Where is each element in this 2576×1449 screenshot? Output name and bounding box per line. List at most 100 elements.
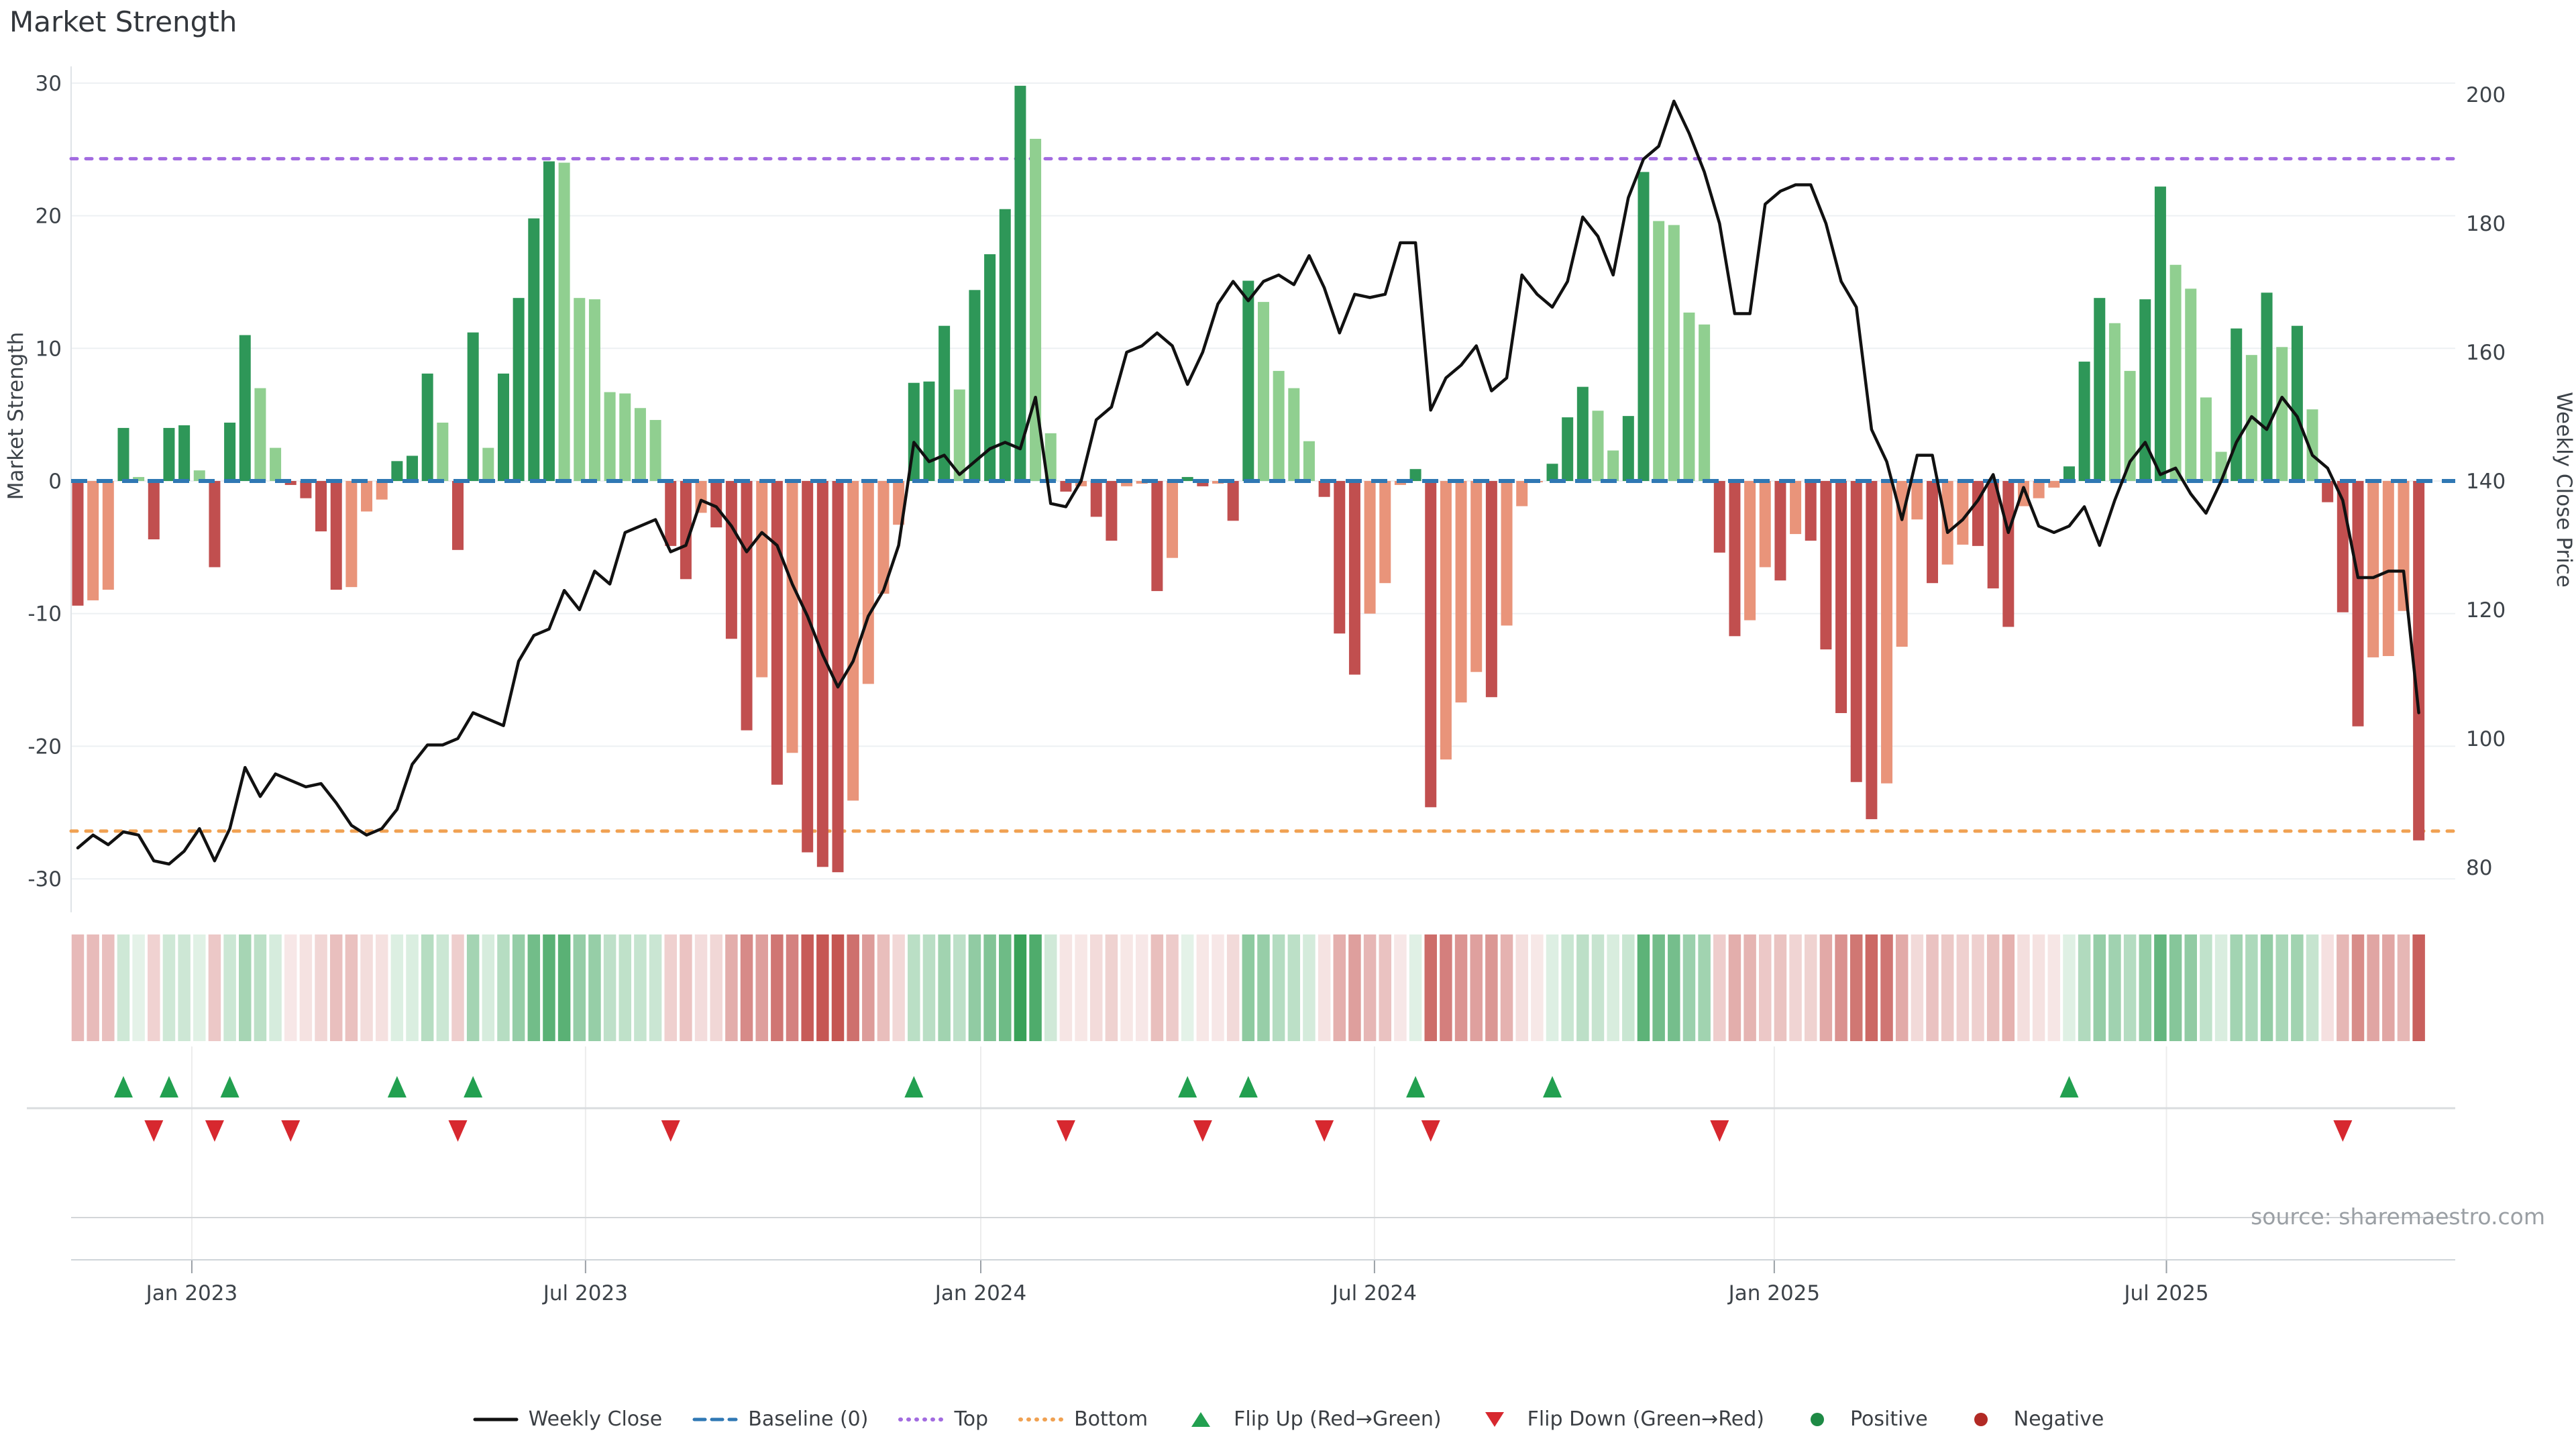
flip-up-marker bbox=[1406, 1076, 1426, 1097]
strength-bar bbox=[315, 481, 327, 532]
x-axis-tick: Jul 2024 bbox=[1331, 1281, 1417, 1305]
heatmap-cell bbox=[284, 934, 297, 1041]
strength-bar bbox=[1546, 464, 1558, 481]
heatmap-cell bbox=[208, 934, 221, 1041]
strength-bar bbox=[604, 392, 616, 481]
flip-down-marker bbox=[2333, 1120, 2353, 1142]
strength-bar bbox=[133, 477, 145, 481]
heatmap-cell bbox=[1135, 934, 1148, 1041]
heatmap-cell bbox=[1059, 934, 1073, 1041]
strength-bar bbox=[482, 447, 494, 481]
heatmap-cell bbox=[1500, 934, 1513, 1041]
strength-bar bbox=[1957, 481, 1969, 545]
left-axis-tick: 30 bbox=[36, 72, 62, 96]
strength-bar bbox=[1318, 481, 1330, 497]
strength-bar bbox=[665, 481, 677, 546]
strength-bar bbox=[1485, 481, 1497, 698]
heatmap-cell bbox=[1485, 934, 1498, 1041]
strength-bar bbox=[1516, 481, 1528, 506]
strength-bar bbox=[2367, 481, 2379, 657]
legend-item-label: Negative bbox=[2013, 1407, 2104, 1431]
heatmap-cell bbox=[299, 934, 313, 1041]
heatmap-cell bbox=[1440, 934, 1452, 1041]
legend-item[interactable]: Baseline (0) bbox=[692, 1407, 868, 1431]
strength-bar bbox=[2215, 451, 2227, 481]
heatmap-cell bbox=[1409, 934, 1422, 1041]
strength-bar bbox=[1060, 481, 1072, 492]
heatmap-cell bbox=[1166, 934, 1179, 1041]
strength-bar bbox=[117, 427, 129, 481]
heatmap-cell bbox=[1956, 934, 1970, 1041]
heatmap-cell bbox=[1226, 934, 1240, 1041]
strength-bar bbox=[1881, 481, 1893, 784]
strength-bar bbox=[543, 161, 555, 481]
strength-bar bbox=[2078, 362, 2090, 481]
heatmap-cell bbox=[1287, 934, 1301, 1041]
heatmap-cell bbox=[2078, 934, 2091, 1041]
heatmap-cell bbox=[329, 934, 343, 1041]
strength-bar bbox=[847, 481, 859, 801]
flip-down-marker bbox=[1315, 1120, 1334, 1142]
flip-down-marker bbox=[1421, 1120, 1440, 1142]
x-axis-tick: Jan 2023 bbox=[145, 1281, 238, 1305]
right-axis-tick: 160 bbox=[2466, 341, 2506, 365]
heatmap-cell bbox=[2382, 934, 2395, 1041]
legend-item-label: Positive bbox=[1850, 1407, 1928, 1431]
heatmap-cell bbox=[2275, 934, 2288, 1041]
legend-item[interactable]: Weekly Close bbox=[472, 1407, 662, 1431]
flip-up-marker bbox=[464, 1076, 483, 1097]
strength-bar bbox=[756, 481, 768, 678]
heatmap-cell bbox=[1682, 934, 1696, 1041]
weekly-close-line bbox=[76, 99, 2420, 866]
left-axis-tick: -30 bbox=[28, 867, 62, 892]
heatmap-cell bbox=[922, 934, 936, 1041]
legend-item[interactable]: Bottom bbox=[1018, 1407, 1148, 1431]
heatmap-cell bbox=[2032, 934, 2045, 1041]
strength-bar bbox=[802, 481, 814, 853]
legend-item[interactable]: Flip Down (Green→Red) bbox=[1471, 1407, 1764, 1431]
heatmap-cell bbox=[801, 934, 814, 1041]
heatmap-cell bbox=[1926, 934, 1939, 1041]
baseline-dash-icon bbox=[692, 1417, 738, 1421]
heatmap-cell bbox=[1941, 934, 1954, 1041]
legend-item[interactable]: Top bbox=[898, 1407, 988, 1431]
heatmap-cell bbox=[482, 934, 495, 1041]
strength-bar bbox=[588, 299, 600, 481]
heatmap-cell bbox=[1363, 934, 1377, 1041]
legend-item[interactable]: Negative bbox=[1957, 1407, 2104, 1431]
heatmap-cell bbox=[1212, 934, 1224, 1041]
strength-bar bbox=[87, 481, 99, 600]
legend-item-label: Flip Down (Green→Red) bbox=[1527, 1407, 1765, 1431]
heatmap-cell bbox=[543, 934, 555, 1041]
flip-down-marker bbox=[1193, 1120, 1212, 1142]
strength-bar bbox=[528, 218, 540, 481]
heatmap-cell bbox=[1546, 934, 1559, 1041]
legend-item[interactable]: Flip Up (Red→Green) bbox=[1177, 1407, 1442, 1431]
strength-bar bbox=[178, 425, 191, 481]
heatmap-cell bbox=[1986, 934, 2000, 1041]
strength-bar bbox=[1835, 481, 1847, 713]
heatmap-cell bbox=[1607, 934, 1619, 1041]
heatmap-cell bbox=[1257, 934, 1270, 1041]
heatmap-cell bbox=[1972, 934, 1984, 1041]
heatmap-cell bbox=[1029, 934, 1042, 1041]
strength-bar bbox=[1242, 280, 1254, 481]
flip-down-marker bbox=[448, 1120, 468, 1142]
flip-up-marker bbox=[904, 1076, 924, 1097]
strength-bar bbox=[816, 481, 828, 867]
heatmap-cell bbox=[451, 934, 464, 1041]
heatmap-cell bbox=[680, 934, 692, 1041]
strength-bar bbox=[2352, 481, 2364, 727]
strength-bar bbox=[1713, 481, 1725, 553]
strength-bar bbox=[467, 332, 479, 481]
heatmap-cell bbox=[132, 934, 145, 1041]
strength-bar bbox=[1576, 386, 1589, 481]
strength-bar bbox=[1030, 138, 1042, 481]
strength-bar bbox=[2276, 347, 2288, 481]
strength-bar bbox=[1744, 481, 1756, 621]
flip-up-marker bbox=[1238, 1076, 1258, 1097]
heatmap-cell bbox=[2306, 934, 2319, 1041]
legend-item-label: Bottom bbox=[1074, 1407, 1148, 1431]
heatmap-cell bbox=[315, 934, 327, 1041]
legend-item[interactable]: Positive bbox=[1794, 1407, 1928, 1431]
